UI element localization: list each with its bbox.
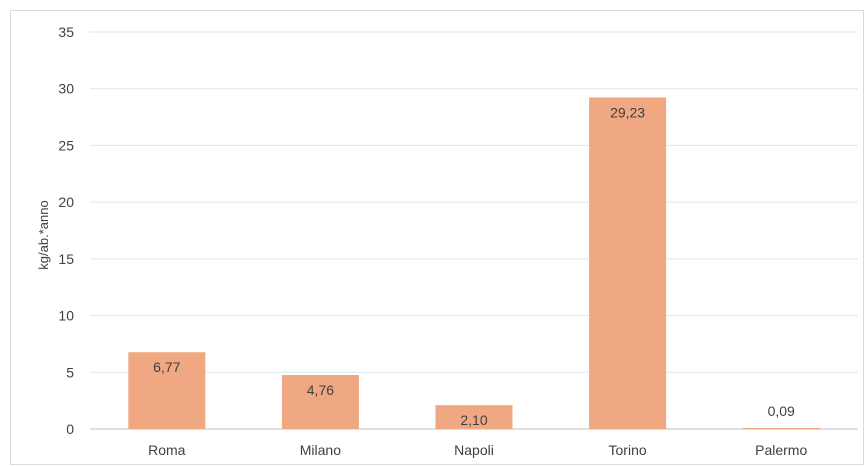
data-label: 29,23 <box>610 104 645 120</box>
y-tick-label: 0 <box>66 421 74 437</box>
data-label: 2,10 <box>460 412 487 428</box>
bar-milano <box>281 375 359 429</box>
category-label: Napoli <box>454 442 494 458</box>
bar-napoli <box>435 405 513 429</box>
data-label: 4,76 <box>307 382 334 398</box>
y-tick-label: 25 <box>58 137 74 153</box>
bar-roma <box>128 352 206 429</box>
y-tick-label: 20 <box>58 194 74 210</box>
y-tick-labels: 0 5 10 15 20 25 30 35 <box>58 24 74 437</box>
category-label: Torino <box>609 442 647 458</box>
y-tick-label: 30 <box>58 81 74 97</box>
bar-palermo <box>742 427 820 429</box>
y-tick-label: 10 <box>58 308 74 324</box>
bars <box>128 97 820 429</box>
y-tick-label: 35 <box>58 24 74 40</box>
grid-lines <box>90 31 858 430</box>
data-label: 0,09 <box>768 403 795 419</box>
category-label: Roma <box>148 442 186 458</box>
data-label: 6,77 <box>153 359 180 375</box>
category-label: Palermo <box>755 442 807 458</box>
category-labels: Roma Milano Napoli Torino Palermo <box>148 442 807 458</box>
category-label: Milano <box>300 442 341 458</box>
data-labels: 6,77 4,76 2,10 29,23 0,09 <box>153 104 795 428</box>
y-tick-label: 15 <box>58 251 74 267</box>
y-tick-label: 5 <box>66 364 74 380</box>
bar-torino <box>589 97 667 429</box>
y-axis-title: kg/ab.*anno <box>36 200 51 269</box>
